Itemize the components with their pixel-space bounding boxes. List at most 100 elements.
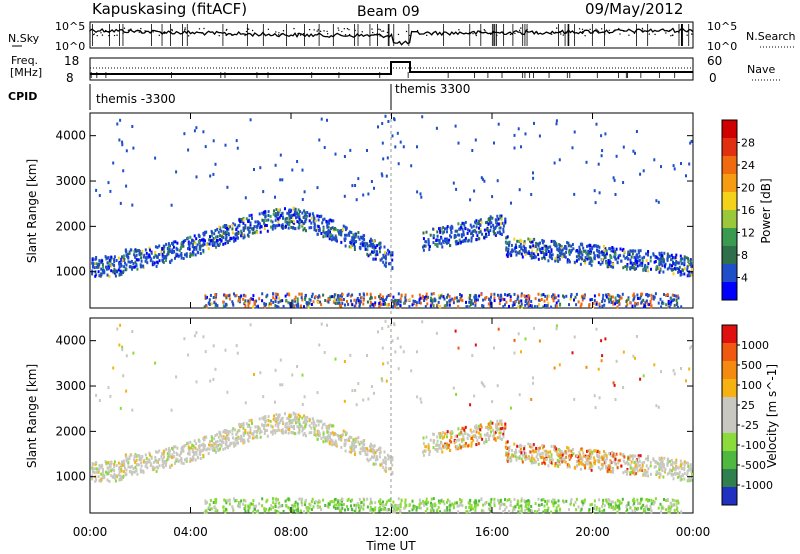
data-cell xyxy=(610,500,613,504)
data-cell xyxy=(601,458,604,461)
data-cell xyxy=(350,444,353,448)
data-cell xyxy=(386,303,389,307)
data-cell xyxy=(482,509,485,513)
data-cell xyxy=(625,305,628,309)
data-cell xyxy=(456,229,459,233)
data-cell xyxy=(543,504,546,508)
data-cell xyxy=(380,172,383,176)
data-cell xyxy=(351,293,354,297)
data-cell xyxy=(631,468,634,472)
data-cell xyxy=(427,238,430,242)
data-cell xyxy=(426,302,429,306)
data-cell xyxy=(617,461,620,465)
data-cell xyxy=(91,272,94,276)
data-cell xyxy=(591,464,594,468)
data-cell xyxy=(339,232,342,236)
data-cell xyxy=(133,250,136,254)
data-cell xyxy=(460,445,463,449)
data-cell xyxy=(520,145,522,149)
data-cell xyxy=(291,505,294,509)
data-cell xyxy=(222,225,225,229)
data-cell xyxy=(581,499,584,503)
data-cell xyxy=(449,298,452,302)
data-cell xyxy=(328,237,331,241)
data-cell xyxy=(598,450,601,454)
data-cell xyxy=(276,498,279,502)
data-cell xyxy=(244,301,247,304)
data-cell xyxy=(625,510,628,514)
data-cell xyxy=(443,230,446,234)
data-cell xyxy=(360,500,363,504)
data-cell xyxy=(552,293,555,297)
data-cell xyxy=(420,296,423,300)
data-cell xyxy=(403,506,406,510)
data-cell xyxy=(505,236,508,240)
data-cell xyxy=(576,249,579,252)
data-cell xyxy=(281,428,284,432)
data-cell xyxy=(288,422,291,426)
data-cell xyxy=(321,426,324,430)
data-cell xyxy=(207,452,210,456)
data-cell xyxy=(489,304,492,308)
data-cell xyxy=(369,241,372,245)
data-cell xyxy=(432,509,435,513)
data-cell xyxy=(170,258,173,262)
data-cell xyxy=(222,441,225,444)
data-cell xyxy=(561,453,564,457)
data-cell xyxy=(277,217,279,221)
data-cell xyxy=(267,218,270,222)
data-cell xyxy=(171,446,173,450)
data-cell xyxy=(358,442,361,446)
data-cell xyxy=(573,260,576,264)
data-cell xyxy=(353,444,355,448)
data-cell xyxy=(629,466,632,470)
data-cell xyxy=(228,444,231,448)
data-cell xyxy=(325,219,328,223)
data-cell xyxy=(513,442,516,446)
data-cell xyxy=(267,508,270,512)
data-cell xyxy=(432,241,435,245)
data-cell xyxy=(541,451,544,455)
data-cell xyxy=(102,473,105,477)
data-cell xyxy=(632,249,635,253)
data-cell xyxy=(397,504,400,507)
data-cell xyxy=(160,250,163,254)
data-cell xyxy=(446,226,449,230)
data-cell xyxy=(612,262,615,266)
data-cell xyxy=(455,239,458,243)
data-cell xyxy=(454,440,457,443)
data-cell xyxy=(599,467,602,471)
data-cell xyxy=(242,233,245,237)
data-cell xyxy=(589,252,592,255)
data-cell xyxy=(316,186,319,190)
data-cell xyxy=(290,220,293,223)
data-cell xyxy=(93,471,96,475)
data-cell xyxy=(609,465,612,469)
data-cell xyxy=(439,226,442,230)
data-cell xyxy=(493,501,496,505)
data-cell xyxy=(667,302,670,306)
data-cell xyxy=(316,227,319,231)
data-cell xyxy=(379,245,382,249)
data-cell xyxy=(172,448,175,451)
data-cell xyxy=(470,430,473,434)
data-cell xyxy=(641,259,644,262)
data-cell xyxy=(609,503,612,507)
data-cell xyxy=(482,298,485,302)
data-cell xyxy=(495,429,498,433)
data-cell xyxy=(464,239,467,243)
data-cell xyxy=(663,469,666,473)
data-cell xyxy=(565,294,568,298)
data-cell xyxy=(670,300,673,304)
data-cell xyxy=(213,506,216,510)
data-cell xyxy=(374,501,377,505)
data-cell xyxy=(242,502,245,506)
data-cell xyxy=(383,245,386,249)
data-cell xyxy=(235,433,238,437)
data-cell xyxy=(621,292,624,296)
data-cell xyxy=(564,450,567,454)
data-cell xyxy=(261,211,264,215)
data-cell xyxy=(294,414,297,418)
data-cell xyxy=(418,293,421,297)
data-cell xyxy=(295,421,297,425)
